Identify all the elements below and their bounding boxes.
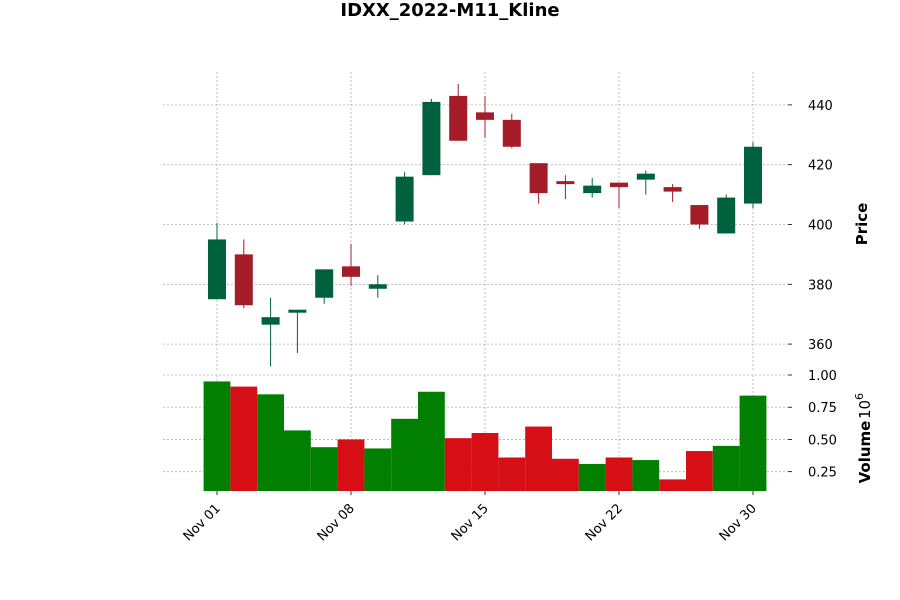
volume-bar [310,447,338,491]
candle-body [422,101,441,176]
price-tick-label: 380 [808,278,833,293]
candle-body [261,317,280,325]
candle-body [610,182,628,188]
date-tick-label: Nov 30 [717,501,760,544]
candle-body [663,187,682,192]
date-tick-label: Nov 08 [315,501,358,544]
candle-body [449,95,468,141]
volume-bar [203,381,231,491]
candle-body [395,176,414,222]
date-tick-label: Nov 15 [449,501,492,544]
volume-bar [284,430,311,491]
candle-body [368,284,387,289]
price-axis-label: Price [853,203,871,246]
candle-body [744,146,762,204]
price-panel [208,83,762,367]
volume-bar [471,433,499,491]
volume-tick-label: 0.50 [808,433,837,448]
candle-body [476,112,494,120]
volume-bar [552,458,579,491]
date-tick-label: Nov 22 [583,501,626,544]
candle-body [690,205,709,225]
volume-multiplier-base: 10 [856,400,874,419]
price-tick-label: 360 [808,338,833,353]
price-tick-label: 440 [808,99,833,114]
volume-bar [230,386,258,491]
volume-panel [203,381,767,491]
candle-body [717,197,736,234]
candle-body [208,239,226,300]
volume-bar [418,391,445,491]
volume-bar [605,457,633,491]
volume-bar [525,426,552,491]
volume-tick-label: 0.25 [808,466,837,481]
volume-bar [391,418,418,491]
volume-tick-label: 1.00 [808,369,837,384]
candle-body [529,163,548,194]
volume-tick-label: 0.75 [808,401,837,416]
candle-body [234,254,253,306]
volume-multiplier-exponent: 6 [853,393,866,400]
price-tick-label: 420 [808,159,833,174]
volume-bar [578,463,606,491]
chart-title: IDXX_2022-M11_Kline [340,0,560,21]
volume-bar [686,451,713,491]
volume-bar [364,448,392,491]
volume-bar [498,457,526,491]
candle-body [315,269,334,298]
volume-bar [257,394,284,491]
price-tick-label: 400 [808,218,833,233]
candle-body [636,173,655,180]
candle-body [583,185,602,194]
volume-bar [337,439,365,491]
candle-body [502,119,521,147]
volume-bar [712,445,740,491]
volume-bar [444,438,472,491]
volume-bar [659,479,686,491]
candle-body [288,309,307,313]
volume-bar [632,460,660,491]
candle-body [342,266,360,277]
candle-body [556,181,575,185]
volume-axis-label: Volume [856,421,874,484]
volume-multiplier: 106 [853,393,874,419]
volume-bar [739,395,767,491]
date-tick-label: Nov 01 [181,501,224,544]
